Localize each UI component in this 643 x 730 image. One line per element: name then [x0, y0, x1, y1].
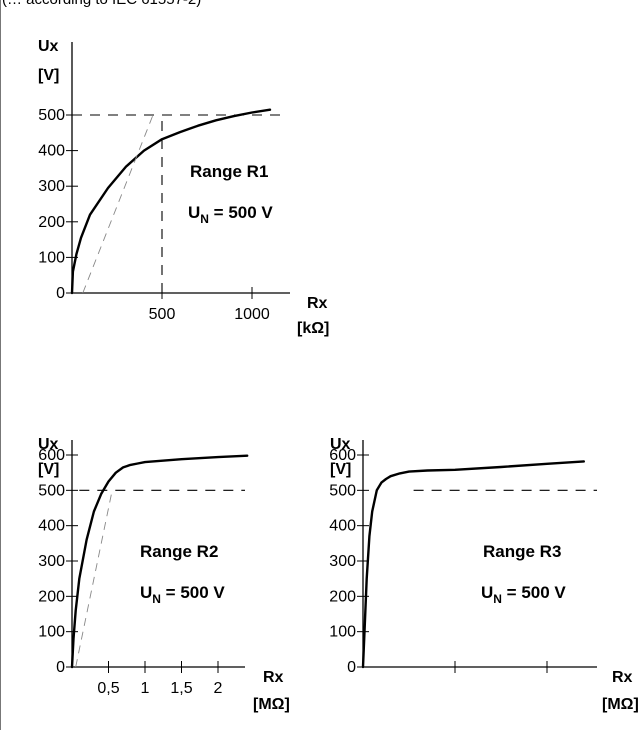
series-line-ux-curve — [361, 460, 585, 669]
series-line-ux-curve — [70, 108, 272, 295]
series-line-ux-curve — [70, 454, 249, 669]
x-tick-label: 500 — [149, 306, 176, 323]
y-tick-label: 400 — [329, 518, 356, 535]
y-tick-label: 200 — [38, 214, 65, 231]
y-axis-title: Ux — [38, 38, 59, 55]
x-axis-title: Rx — [612, 669, 633, 686]
x-axis-unit: [MΩ] — [253, 696, 290, 713]
y-tick-label: 600 — [329, 447, 356, 464]
y-tick-label: 300 — [329, 553, 356, 570]
range-label: Range R2 — [140, 542, 218, 561]
nominal-voltage-label: UN = 500 V — [188, 203, 273, 226]
y-axis-title: Ux — [38, 436, 59, 453]
frame-left-border — [0, 0, 1, 730]
x-axis-title: Rx — [263, 669, 284, 686]
y-tick-label: 100 — [329, 624, 356, 641]
y-tick-label: 300 — [38, 553, 65, 570]
x-tick-label: 2 — [214, 680, 223, 697]
chart-range-r2: 0 100 200 300 400 500 600 0,5 1 1,5 2 Ux [V] Rx [MΩ] Ra… — [38, 436, 290, 713]
y-tick-label: 100 — [38, 249, 65, 266]
x-tick-label: 0,5 — [97, 680, 119, 697]
y-tick-label: 200 — [38, 588, 65, 605]
nominal-voltage-label: UN = 500 V — [481, 583, 566, 606]
x-axis-unit: [kΩ] — [297, 320, 329, 337]
series-line-tangent — [82, 114, 154, 294]
y-axis-title: Ux — [330, 436, 351, 453]
y-tick-label: 0 — [56, 659, 65, 676]
x-axis-unit: [MΩ] — [602, 696, 639, 713]
range-label: Range R3 — [483, 542, 561, 561]
y-tick-label: 500 — [329, 482, 356, 499]
page-header: (… according to IEC 61557-2) — [2, 0, 201, 8]
y-tick-label: 500 — [38, 482, 65, 499]
series-line-tangent — [75, 490, 113, 668]
y-axis-unit: [V] — [38, 67, 59, 84]
y-axis-unit: [V] — [330, 461, 351, 478]
y-tick-label: 500 — [38, 107, 65, 124]
y-tick-label: 600 — [38, 447, 65, 464]
chart-range-r1: 0 100 200 300 400 500 500 1000 Ux [V] Rx [kΩ] Range … — [38, 38, 329, 337]
y-tick-label: 300 — [38, 178, 65, 195]
y-axis-unit: [V] — [38, 461, 59, 478]
y-tick-label: 100 — [38, 624, 65, 641]
x-tick-label: 1 — [141, 680, 150, 697]
y-tick-label: 200 — [329, 588, 356, 605]
y-tick-label: 0 — [347, 659, 356, 676]
nominal-voltage-label: UN = 500 V — [140, 583, 225, 606]
x-axis-title: Rx — [307, 295, 328, 312]
y-tick-label: 400 — [38, 518, 65, 535]
y-tick-label: 400 — [38, 143, 65, 160]
range-label: Range R1 — [190, 162, 268, 181]
x-tick-label: 1,5 — [170, 680, 192, 697]
x-tick-label: 1000 — [234, 306, 270, 323]
y-tick-label: 0 — [56, 285, 65, 302]
